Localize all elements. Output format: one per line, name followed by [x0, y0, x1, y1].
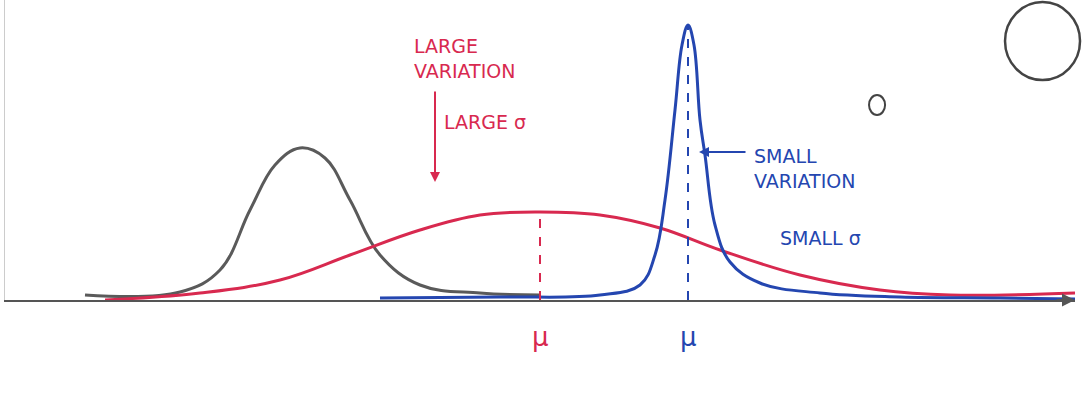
- svg-text:LARGEVARIATION: LARGEVARIATION: [414, 35, 516, 82]
- svg-text:μ: μ: [680, 322, 697, 352]
- svg-text:μ: μ: [532, 322, 549, 352]
- svg-text:SMALLVARIATION: SMALLVARIATION: [754, 145, 856, 192]
- svg-text:SMALL σ: SMALL σ: [780, 227, 861, 249]
- svg-text:LARGE σ: LARGE σ: [444, 111, 526, 133]
